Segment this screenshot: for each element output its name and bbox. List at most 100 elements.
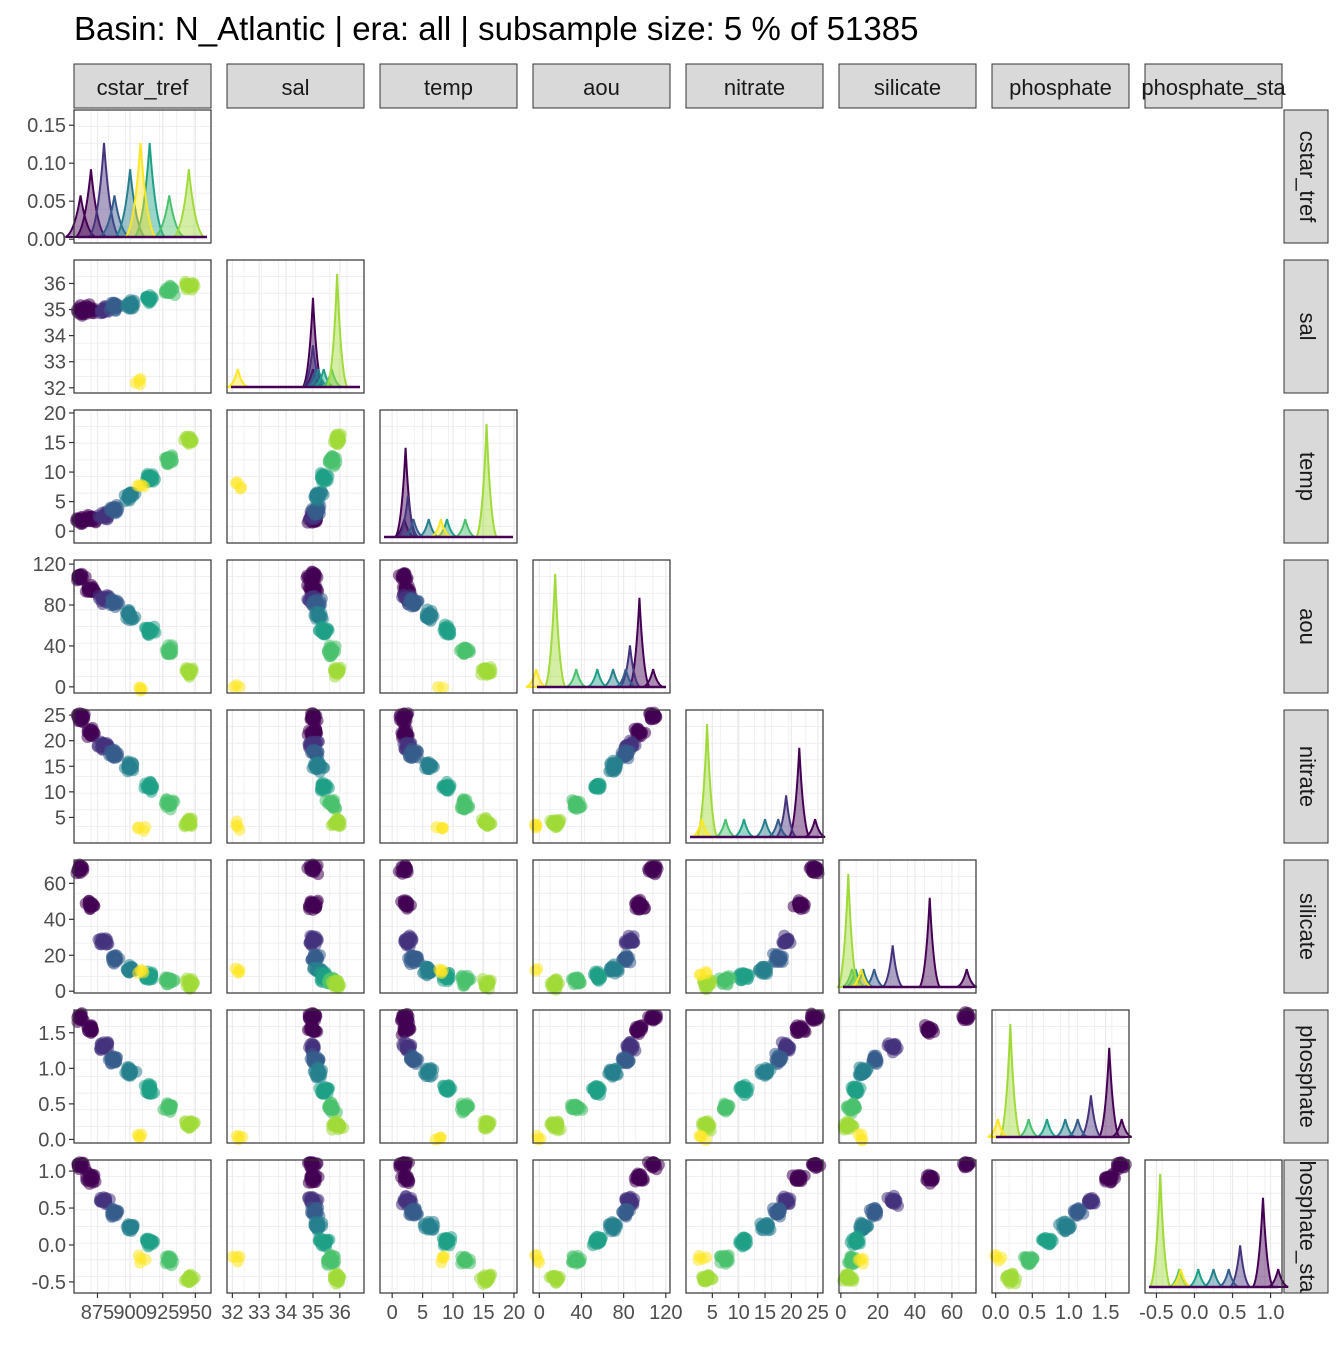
data-point <box>483 667 496 680</box>
data-point <box>609 964 622 977</box>
y-tick-label: 0 <box>55 677 66 699</box>
data-point <box>186 665 199 678</box>
x-tick-label: 950 <box>179 1302 212 1324</box>
data-point <box>308 901 321 914</box>
data-point <box>629 896 642 909</box>
panel-phosphate-vs-phosphate <box>987 1009 1133 1144</box>
data-point <box>401 896 414 909</box>
density-curve <box>98 195 131 238</box>
data-point <box>719 1099 732 1112</box>
data-point <box>635 726 648 739</box>
column-strip-sal: sal <box>226 63 365 109</box>
data-point <box>134 372 147 385</box>
y-tick-label: 0 <box>55 981 66 1003</box>
y-tick-label: 80 <box>44 595 66 617</box>
data-point <box>331 977 344 990</box>
y-tick-label: 0 <box>55 521 66 543</box>
data-point <box>110 746 123 759</box>
column-strip-phosphate: phosphate <box>991 63 1130 109</box>
data-point <box>309 723 322 736</box>
data-point <box>162 795 175 808</box>
y-tick-label: 15 <box>44 433 66 455</box>
row-strip-sal: sal <box>1283 259 1329 394</box>
panel-phosphate-vs-nitrate <box>685 1007 826 1146</box>
data-point <box>742 1081 755 1094</box>
data-point <box>140 1236 153 1249</box>
y-tick-label: 25 <box>44 705 66 727</box>
data-point <box>147 779 160 792</box>
data-point <box>93 1194 106 1207</box>
data-point <box>84 902 97 915</box>
data-point <box>123 487 136 500</box>
data-point <box>402 579 415 592</box>
data-point <box>618 937 631 950</box>
data-point <box>594 970 607 983</box>
data-point <box>695 1130 708 1143</box>
panel-aou-vs-temp <box>379 559 518 694</box>
density-curve <box>153 195 185 238</box>
data-point <box>127 613 140 626</box>
data-point <box>327 454 340 467</box>
data-point <box>132 821 145 834</box>
data-point <box>435 966 448 979</box>
row-strip-label: hosphate_sta <box>1295 1160 1320 1293</box>
data-point <box>325 644 338 657</box>
column-strip-cstar_tref: cstar_tref <box>73 63 212 109</box>
data-point <box>776 950 789 963</box>
data-point <box>162 456 175 469</box>
panel-temp-vs-sal <box>226 409 365 544</box>
data-point <box>478 815 491 828</box>
row-strip-phosphate_star: hosphate_sta <box>1283 1159 1329 1294</box>
data-point <box>856 1068 869 1081</box>
data-point <box>443 624 456 637</box>
data-point <box>309 711 322 724</box>
data-point <box>134 479 147 492</box>
data-point <box>309 1203 322 1216</box>
y-tick-label: 15 <box>44 756 66 778</box>
data-point <box>187 1273 200 1286</box>
panel-aou-vs-aou <box>525 559 671 694</box>
x-tick-label: 900 <box>113 1302 146 1324</box>
data-point <box>120 963 133 976</box>
data-point <box>608 1068 621 1081</box>
data-point <box>550 976 563 989</box>
data-point <box>550 816 563 829</box>
data-point <box>309 1068 322 1081</box>
data-point <box>134 964 147 977</box>
data-point <box>307 864 320 877</box>
panel-phosphate-vs-cstar_tref: 0.00.51.01.5 <box>38 1007 212 1151</box>
density-curve <box>543 573 567 688</box>
data-point <box>310 1220 323 1233</box>
data-point <box>81 725 94 738</box>
data-point <box>319 1235 332 1248</box>
data-point <box>104 503 117 516</box>
data-point <box>330 817 343 830</box>
data-point <box>808 867 821 880</box>
data-point <box>462 799 475 812</box>
column-strip-label: phosphate_sta <box>1141 75 1286 100</box>
row-strip-label: aou <box>1295 608 1320 645</box>
row-strip-label: sal <box>1295 312 1320 340</box>
y-tick-label: 40 <box>44 636 66 658</box>
data-point <box>439 781 452 794</box>
column-strip-label: silicate <box>874 75 941 100</box>
density-curve <box>474 423 499 538</box>
data-point <box>142 1084 155 1097</box>
row-strip-phosphate: phosphate <box>1283 1009 1329 1144</box>
data-point <box>623 1055 636 1068</box>
data-point <box>168 973 181 986</box>
panel-cstar_tref-vs-cstar_tref: 0.000.050.100.15 <box>27 109 212 251</box>
data-point <box>569 973 582 986</box>
y-tick-label: 5 <box>55 807 66 829</box>
data-point <box>395 860 408 873</box>
panel-nitrate-vs-temp <box>379 707 518 844</box>
y-tick-label: 0.15 <box>27 115 66 137</box>
y-tick-label: 1.5 <box>38 1023 66 1045</box>
y-tick-label: 20 <box>44 731 66 753</box>
panel-nitrate-vs-nitrate <box>685 709 826 844</box>
data-point <box>98 1039 111 1052</box>
data-point <box>123 1067 136 1080</box>
panel-silicate-vs-sal <box>226 858 365 995</box>
data-point <box>314 761 327 774</box>
panel-nitrate-vs-aou <box>529 706 671 844</box>
